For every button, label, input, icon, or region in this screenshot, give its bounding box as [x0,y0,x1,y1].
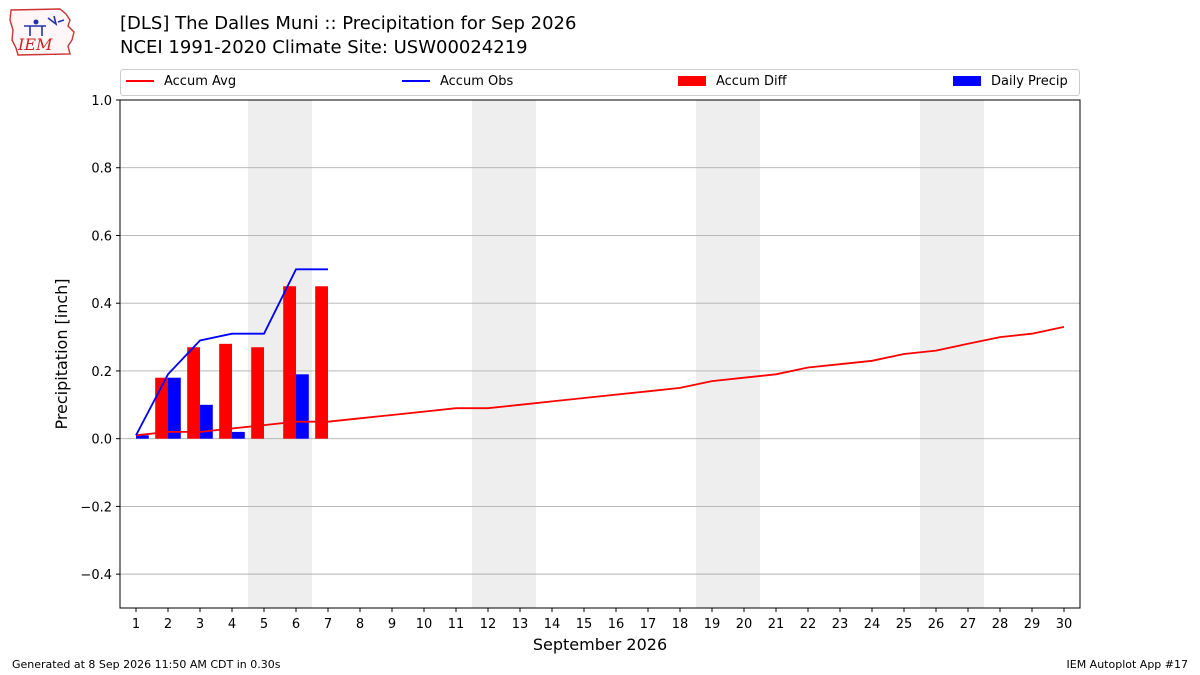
weekend-bands [248,100,984,608]
chart-subtitle: NCEI 1991-2020 Climate Site: USW00024219 [120,37,528,58]
x-tick-label: 28 [992,617,1009,632]
x-tick-label: 7 [324,617,332,632]
x-axis-label: September 2026 [533,635,667,654]
x-tick-label: 29 [1024,617,1041,632]
x-tick-label: 1 [132,617,140,632]
x-tick-label: 17 [640,617,657,632]
legend-swatch-daily-precip [953,75,981,86]
bar-daily-precip [200,404,213,439]
bar-accum-diff [315,286,328,439]
iem-logo: IEM [9,8,75,56]
x-tick-label: 2 [164,617,172,632]
y-axis-ticks: −0.4 −0.2 0.0 0.2 0.4 0.6 0.8 1.0 [80,94,120,583]
bar-daily-precip [296,374,309,439]
legend-item-daily-precip: Daily Precip [953,74,1068,90]
chart-title: [DLS] The Dalles Muni :: Precipitation f… [120,13,577,34]
weekend-band-26-27 [920,100,984,608]
x-tick-label: 8 [356,617,364,632]
bar-accum-diff [187,347,200,439]
line-accum-avg [135,326,1065,437]
x-tick-label: 15 [576,617,593,632]
y-tick-label: −0.2 [80,500,112,515]
legend-swatch-accum-diff [678,75,706,86]
y-tick-label: 0.0 [91,433,112,448]
plot-frame [119,99,1081,609]
x-tick-label: 24 [864,617,881,632]
x-tick-label: 11 [448,617,465,632]
x-tick-label: 12 [480,617,497,632]
series-lines [135,268,1065,437]
x-tick-label: 30 [1056,617,1073,632]
bar-accum-diff [283,286,296,439]
weekend-band-5-6 [248,100,312,608]
x-tick-label: 14 [544,617,561,632]
iem-logo-text: IEM [17,35,53,54]
y-tick-label: 0.4 [91,297,112,312]
gridlines [120,99,1080,575]
legend-item-accum-avg: Accum Avg [126,74,236,90]
x-tick-label: 13 [512,617,529,632]
legend-label-accum-avg: Accum Avg [164,74,237,89]
x-tick-label: 27 [960,617,977,632]
x-tick-label: 6 [292,617,300,632]
x-axis-ticks: 1 2 3 4 5 6 7 8 9 10 11 12 13 14 15 16 17 18 19 20 21 22 23 24 2… [132,608,1072,632]
x-tick-label: 4 [228,617,236,632]
bar-accum-diff [251,347,264,439]
y-tick-label: 1.0 [91,94,112,109]
x-tick-label: 3 [196,617,204,632]
legend-swatch-accum-avg [126,79,154,82]
y-axis-label: Precipitation [inch] [52,278,71,429]
weekend-band-19-20 [696,100,760,608]
legend-item-accum-obs: Accum Obs [402,74,513,90]
y-tick-label: 0.8 [91,162,112,177]
legend-swatch-accum-obs [402,79,430,82]
weekend-band-12-13 [472,100,536,608]
legend-item-accum-diff: Accum Diff [678,74,787,90]
x-tick-label: 16 [608,617,625,632]
x-tick-label: 9 [388,617,396,632]
x-tick-label: 23 [832,617,849,632]
bar-accum-diff [155,377,168,439]
bar-daily-precip [168,377,181,439]
app-footer: IEM Autoplot App #17 [1066,658,1189,671]
y-tick-label: 0.6 [91,229,112,244]
bar-accum-diff [219,343,232,439]
x-tick-label: 10 [416,617,433,632]
x-tick-label: 22 [800,617,817,632]
bar-daily-precip [232,431,245,439]
x-tick-label: 21 [768,617,785,632]
generated-footer: Generated at 8 Sep 2026 11:50 AM CDT in … [12,658,281,671]
x-tick-label: 25 [896,617,913,632]
y-tick-label: 0.2 [91,365,112,380]
chart-legend: Accum Avg Accum Obs Accum Diff Daily Pre… [120,69,1080,96]
legend-label-accum-diff: Accum Diff [716,74,787,89]
legend-label-accum-obs: Accum Obs [440,74,514,89]
bars [136,286,328,439]
line-accum-obs [135,268,328,436]
y-tick-label: −0.4 [80,568,112,583]
x-tick-label: 20 [736,617,753,632]
bar-daily-precip [136,435,149,439]
x-tick-label: 19 [704,617,721,632]
x-tick-label: 18 [672,617,689,632]
legend-label-daily-precip: Daily Precip [991,74,1068,89]
weather-station-icon [24,15,65,36]
x-tick-label: 5 [260,617,268,632]
x-tick-label: 26 [928,617,945,632]
